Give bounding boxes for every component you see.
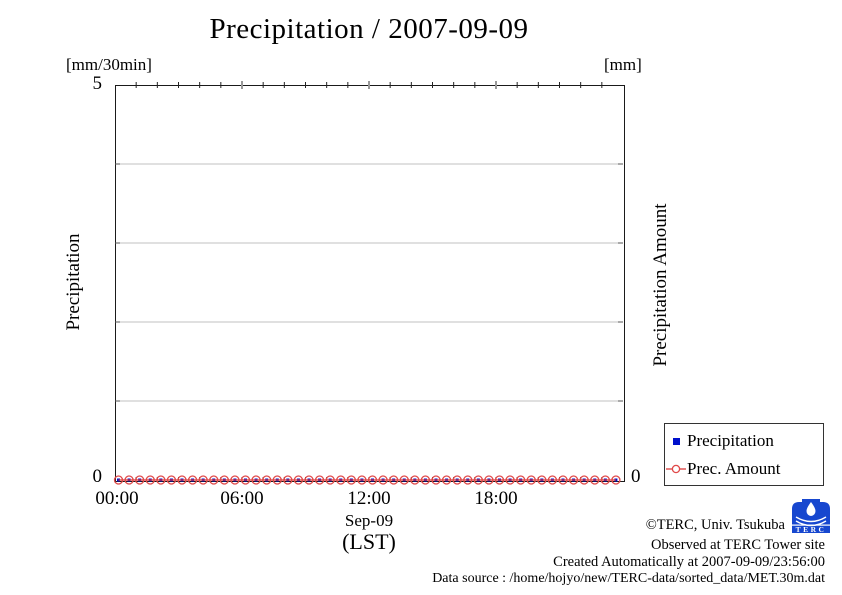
- observed-site-text: Observed at TERC Tower site: [650, 537, 825, 553]
- created-at-text: Created Automatically at 2007-09-09/23:5…: [553, 554, 825, 570]
- copyright-text: ©TERC, Univ. Tsukuba: [645, 517, 785, 533]
- y-left-axis-label: Precipitation: [63, 233, 84, 331]
- legend-item-prec-amount: Prec. Amount: [665, 455, 823, 483]
- legend-box: Precipitation Prec. Amount: [664, 423, 824, 486]
- plot-svg: [113, 81, 623, 485]
- terc-logo: TERC: [792, 499, 830, 533]
- chart-title: Precipitation / 2007-09-09: [209, 13, 529, 45]
- red-circle-marker-icon: [665, 463, 687, 475]
- svg-text:TERC: TERC: [796, 525, 827, 533]
- blue-square-marker-icon: [665, 437, 687, 445]
- x-tick-label-0000: 00:00: [95, 488, 139, 509]
- legend-item-precipitation: Precipitation: [665, 427, 823, 455]
- y-right-axis-unit: [mm]: [604, 55, 642, 74]
- x-axis-label-date: Sep-09: [344, 511, 394, 530]
- x-tick-label-1200: 12:00: [347, 488, 391, 509]
- legend-label-precipitation: Precipitation: [687, 431, 774, 450]
- x-tick-label-1800: 18:00: [474, 488, 518, 509]
- y-tick-label-5: 5: [92, 73, 103, 94]
- y-tick-label-0-left: 0: [92, 466, 103, 487]
- x-axis-label-lst: (LST): [342, 529, 396, 554]
- legend-label-prec-amount: Prec. Amount: [687, 459, 781, 478]
- y-left-axis-unit: [mm/30min]: [66, 55, 152, 74]
- x-tick-label-0600: 06:00: [220, 488, 264, 509]
- data-source-text: Data source : /home/hojyo/new/TERC-data/…: [432, 571, 825, 586]
- y-tick-label-0-right: 0: [631, 466, 641, 487]
- y-right-axis-label: Precipitation Amount: [650, 203, 671, 367]
